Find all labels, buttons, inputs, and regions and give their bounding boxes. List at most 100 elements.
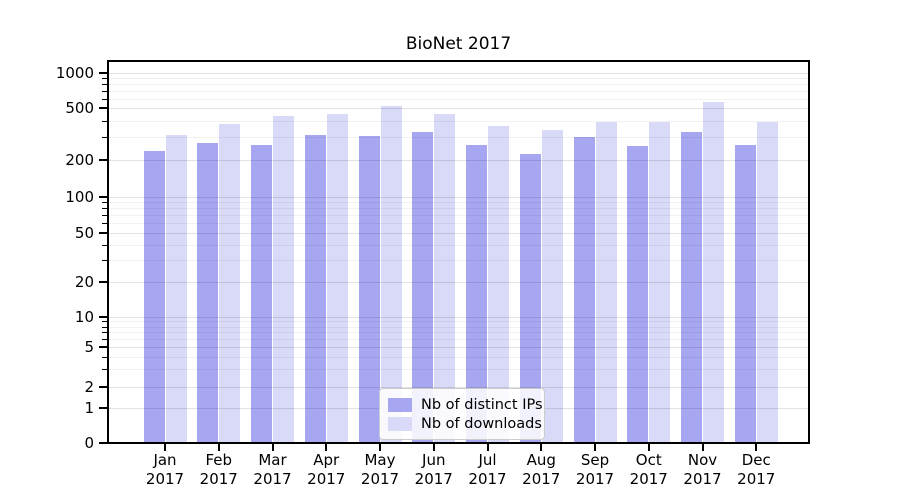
bar-downloads-feb: [219, 124, 241, 444]
y-minor-tick-mark: [102, 215, 107, 217]
y-tick-mark: [99, 346, 107, 349]
y-tick-mark: [99, 385, 107, 388]
x-tick-label-sep: Sep 2017: [575, 451, 615, 488]
y-tick-mark: [99, 107, 107, 110]
chart-title: BioNet 2017: [405, 34, 512, 54]
bar-distinct-ips-dec: [734, 145, 756, 444]
x-tick-mark: [647, 444, 650, 451]
y-tick-label-0: 0: [84, 434, 94, 453]
bar-distinct-ips-oct: [627, 146, 649, 444]
x-tick-mark: [432, 444, 435, 451]
bar-distinct-ips-jun: [412, 132, 434, 444]
minor-gridline: [107, 91, 810, 93]
bar-downloads-apr: [326, 113, 348, 444]
y-minor-tick-mark: [102, 369, 107, 371]
y-minor-tick-mark: [102, 223, 107, 225]
x-tick-label-may: May 2017: [360, 451, 400, 488]
y-minor-tick-mark: [102, 356, 107, 358]
bar-distinct-ips-feb: [197, 143, 219, 444]
legend: Nb of distinct IPs Nb of downloads: [379, 388, 545, 440]
x-tick-label-jul: Jul 2017: [468, 451, 507, 488]
x-tick-label-dec: Dec 2017: [737, 451, 776, 488]
legend-swatch-downloads: [388, 416, 412, 431]
bar-distinct-ips-aug: [519, 154, 541, 444]
y-tick-mark: [99, 231, 107, 234]
y-minor-tick-mark: [102, 91, 107, 93]
bar-distinct-ips-mar: [251, 145, 272, 444]
y-minor-tick-mark: [102, 202, 107, 204]
y-minor-tick-mark: [102, 260, 107, 262]
x-tick-mark: [217, 444, 220, 451]
legend-swatch-distinct-ips: [388, 397, 412, 412]
x-tick-mark: [164, 444, 166, 451]
legend-label-distinct-ips: Nb of distinct IPs: [421, 396, 543, 413]
y-minor-tick-mark: [102, 84, 107, 86]
x-tick-mark: [755, 444, 758, 451]
x-tick-label-feb: Feb 2017: [199, 451, 238, 488]
minor-gridline: [107, 84, 810, 86]
y-minor-tick-mark: [102, 208, 107, 210]
y-tick-mark: [99, 159, 107, 161]
x-tick-label-mar: Mar 2017: [253, 451, 292, 488]
y-tick-label-10: 10: [74, 307, 94, 326]
y-minor-tick-mark: [102, 244, 107, 246]
minor-gridline: [107, 78, 810, 80]
x-tick-label-jan: Jan 2017: [145, 451, 185, 488]
y-tick-label-2: 2: [84, 377, 94, 396]
y-minor-tick-mark: [102, 326, 107, 328]
y-tick-mark: [99, 195, 107, 198]
y-tick-mark: [99, 315, 107, 318]
major-gridline: [107, 72, 810, 74]
y-tick-label-50: 50: [74, 223, 94, 242]
x-tick-label-nov: Nov 2017: [683, 451, 722, 488]
x-tick-mark: [379, 444, 381, 451]
y-tick-label-5: 5: [84, 338, 94, 357]
x-tick-mark: [325, 444, 328, 451]
y-minor-tick-mark: [102, 332, 107, 334]
x-tick-mark: [486, 444, 489, 451]
x-tick-label-apr: Apr 2017: [307, 451, 346, 488]
bar-downloads-mar: [273, 116, 294, 444]
y-tick-label-1: 1: [84, 399, 94, 418]
bar-downloads-dec: [756, 122, 778, 444]
plot-area: [107, 60, 810, 444]
y-tick-label-200: 200: [65, 151, 94, 169]
legend-label-downloads: Nb of downloads: [421, 415, 542, 432]
bar-distinct-ips-sep: [573, 137, 595, 444]
bar-distinct-ips-may: [358, 136, 380, 444]
y-tick-mark: [99, 407, 107, 410]
y-tick-mark: [99, 442, 107, 445]
x-tick-mark: [594, 444, 596, 451]
legend-item-downloads: Nb of downloads: [388, 414, 542, 433]
bar-distinct-ips-apr: [304, 135, 326, 444]
bar-downloads-jul: [488, 125, 509, 444]
y-minor-tick-mark: [102, 321, 107, 323]
legend-item-distinct-ips: Nb of distinct IPs: [388, 395, 543, 414]
y-tick-mark: [99, 71, 107, 74]
x-tick-label-jun: Jun 2017: [414, 451, 453, 488]
bar-downloads-aug: [541, 130, 563, 444]
bar-downloads-nov: [703, 102, 724, 444]
y-tick-label-1000: 1000: [55, 63, 94, 82]
bar-distinct-ips-jan: [143, 150, 165, 444]
x-tick-label-aug: Aug 2017: [522, 451, 561, 488]
y-tick-mark: [99, 280, 107, 283]
x-tick-label-oct: Oct 2017: [629, 451, 668, 488]
bar-downloads-jan: [165, 134, 187, 444]
y-minor-tick-mark: [102, 98, 107, 100]
y-tick-label-500: 500: [65, 99, 94, 118]
y-minor-tick-mark: [102, 78, 107, 80]
y-minor-tick-mark: [102, 137, 107, 139]
x-tick-mark: [701, 444, 704, 451]
bar-distinct-ips-nov: [681, 132, 702, 444]
bar-downloads-may: [380, 106, 402, 444]
y-minor-tick-mark: [102, 339, 107, 341]
bar-downloads-jun: [434, 113, 456, 444]
y-tick-label-20: 20: [74, 272, 94, 291]
y-minor-tick-mark: [102, 120, 107, 122]
bar-distinct-ips-jul: [466, 145, 487, 444]
bar-downloads-oct: [649, 122, 671, 444]
minor-gridline: [107, 98, 810, 100]
x-tick-mark: [540, 444, 543, 451]
